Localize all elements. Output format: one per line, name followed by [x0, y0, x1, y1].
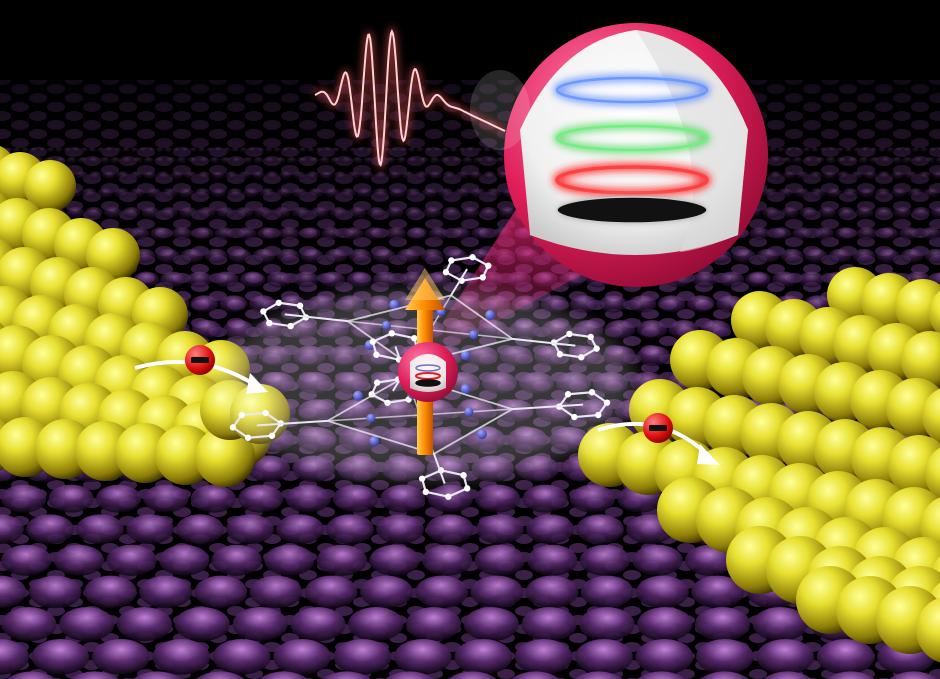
energy-level-green: [554, 123, 710, 153]
energy-level-bubble: [470, 23, 768, 287]
electron-left: −: [185, 345, 215, 375]
phthalocyanine-molecule: [229, 254, 611, 500]
energy-level-blue: [554, 75, 710, 105]
energy-level-black: [556, 196, 708, 224]
electron-left-label: −: [191, 349, 209, 374]
right-gold-electrode: [578, 267, 940, 663]
electron-right: −: [643, 413, 673, 443]
energy-level-red: [553, 163, 711, 197]
radio-pulse-icon: [313, 24, 507, 172]
electron-right-label: −: [649, 417, 667, 442]
central-ion-bubble: [398, 342, 458, 402]
energy-levels: [553, 75, 711, 224]
